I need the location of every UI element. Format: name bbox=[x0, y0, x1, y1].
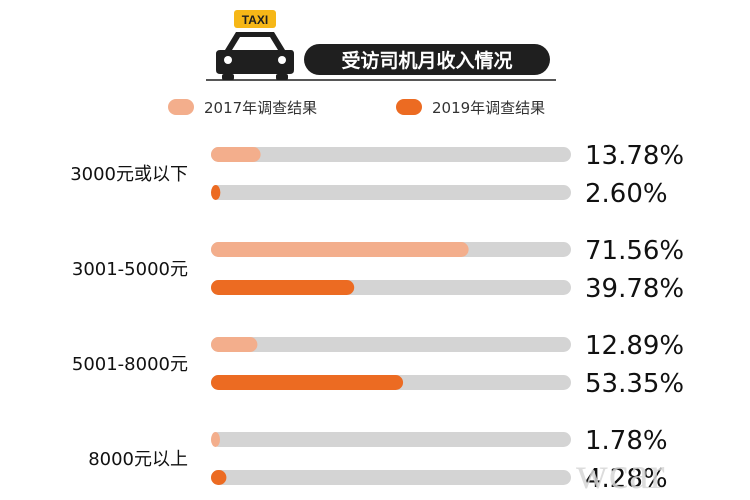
bar-track bbox=[211, 337, 571, 352]
bar-2017 bbox=[211, 432, 220, 447]
bar-2017 bbox=[211, 337, 258, 352]
taxi-icon: TAXI bbox=[216, 10, 294, 80]
bar-2017 bbox=[211, 147, 261, 162]
category-label: 3001-5000元 bbox=[72, 259, 188, 280]
bar-track bbox=[211, 432, 571, 447]
bar-track bbox=[211, 185, 571, 200]
legend-label-2019: 2019年调查结果 bbox=[432, 99, 545, 117]
value-label: 4.28% bbox=[585, 464, 668, 494]
category-label: 8000元以上 bbox=[88, 449, 188, 470]
bar-2019 bbox=[211, 375, 404, 390]
watermark: wcar bbox=[576, 449, 666, 498]
value-label: 12.89% bbox=[585, 331, 684, 361]
taxi-sign-text: TAXI bbox=[242, 13, 268, 27]
category-label: 3000元或以下 bbox=[70, 164, 188, 185]
legend-swatch-2019 bbox=[396, 99, 422, 115]
legend-swatch-2017 bbox=[168, 99, 194, 115]
bar-2017 bbox=[211, 242, 469, 257]
value-label: 1.78% bbox=[585, 426, 668, 456]
legend: 2017年调查结果 2019年调查结果 bbox=[168, 99, 545, 117]
bar-2019 bbox=[211, 185, 221, 200]
legend-label-2017: 2017年调查结果 bbox=[204, 99, 317, 117]
bar-groups: 3000元或以下 13.78% 2.60% 3001-5000元 71.56% 39.78… bbox=[70, 141, 684, 494]
bar-2019 bbox=[211, 280, 355, 295]
value-label: 13.78% bbox=[585, 141, 684, 171]
value-label: 2.60% bbox=[585, 179, 668, 209]
category-label: 5001-8000元 bbox=[72, 354, 188, 375]
value-label: 53.35% bbox=[585, 369, 684, 399]
chart-title: 受访司机月收入情况 bbox=[341, 49, 512, 72]
title-background bbox=[304, 44, 550, 75]
bar-track bbox=[211, 147, 571, 162]
bar-2019 bbox=[211, 470, 227, 485]
value-label: 39.78% bbox=[585, 274, 684, 304]
bar-track bbox=[211, 470, 571, 485]
value-label: 71.56% bbox=[585, 236, 684, 266]
